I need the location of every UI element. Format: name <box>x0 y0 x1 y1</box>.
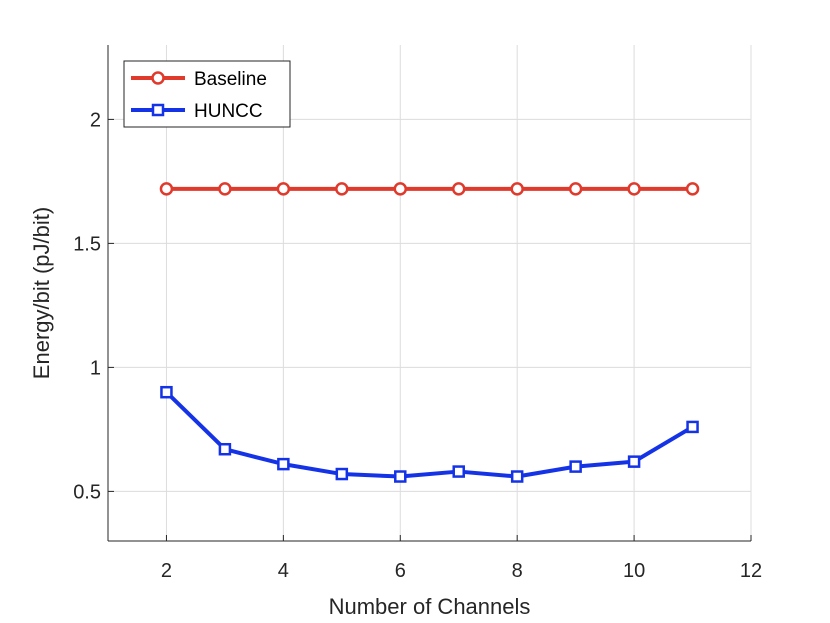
data-point-huncc <box>686 420 699 434</box>
x-tick-label: 4 <box>278 560 289 582</box>
data-point-baseline <box>393 182 408 196</box>
x-tick-label: 6 <box>395 560 406 582</box>
legend: Baseline HUNCC <box>123 60 291 128</box>
data-point-baseline <box>451 182 466 196</box>
data-point-baseline <box>335 182 349 196</box>
data-point-huncc <box>452 465 465 478</box>
series-huncc <box>160 385 699 483</box>
x-tick-label: 10 <box>623 560 645 582</box>
legend-marker-huncc <box>151 103 165 117</box>
series-line-huncc <box>165 390 694 479</box>
x-tick-label: 12 <box>740 560 762 582</box>
data-point-huncc <box>569 460 582 473</box>
series-layer <box>159 182 700 483</box>
x-tick-label: 2 <box>161 560 172 582</box>
y-axis-label: Energy/bit (pJ/bit) <box>29 207 54 379</box>
data-point-huncc <box>394 470 407 483</box>
data-point-baseline <box>218 182 232 196</box>
data-point-huncc <box>218 442 232 456</box>
y-tick-label: 1.5 <box>73 233 101 255</box>
legend-label-huncc: HUNCC <box>194 101 263 122</box>
data-point-baseline <box>159 182 174 196</box>
tick-labels: 2 4 6 8 10 12 0.5 1 1.5 2 <box>73 109 762 582</box>
data-point-huncc <box>627 455 641 468</box>
legend-marker-baseline <box>151 71 165 85</box>
data-point-baseline <box>276 182 291 196</box>
legend-entry-huncc: HUNCC <box>131 101 263 122</box>
data-point-huncc <box>510 470 524 483</box>
data-point-huncc <box>335 467 349 481</box>
y-tick-label: 1 <box>90 357 101 379</box>
data-point-huncc <box>277 457 290 471</box>
x-axis-label: Number of Channels <box>329 594 531 619</box>
data-point-baseline <box>510 182 524 196</box>
data-point-huncc <box>160 385 173 399</box>
data-point-baseline <box>568 182 583 196</box>
data-point-baseline <box>627 182 641 196</box>
x-tick-label: 8 <box>512 560 523 582</box>
legend-entry-baseline: Baseline <box>131 69 267 90</box>
y-tick-label: 0.5 <box>73 481 101 503</box>
y-tick-label: 2 <box>90 109 101 131</box>
axes <box>107 45 752 542</box>
data-point-baseline <box>685 182 700 196</box>
legend-label-baseline: Baseline <box>194 69 267 90</box>
series-baseline <box>159 182 700 196</box>
grid <box>108 45 752 541</box>
legend-box <box>123 60 291 128</box>
